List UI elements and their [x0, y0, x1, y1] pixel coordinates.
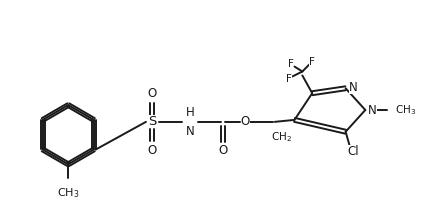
Text: N: N: [368, 103, 377, 117]
Text: O: O: [218, 144, 227, 157]
Text: CH$_2$: CH$_2$: [271, 130, 292, 143]
Text: CH$_3$: CH$_3$: [57, 186, 79, 200]
Text: F: F: [288, 59, 293, 69]
Text: O: O: [241, 115, 250, 128]
Text: F: F: [309, 57, 315, 67]
Text: N: N: [349, 81, 357, 94]
Text: S: S: [148, 115, 156, 128]
Text: O: O: [147, 87, 157, 100]
Text: CH$_3$: CH$_3$: [395, 103, 416, 117]
Text: O: O: [147, 144, 157, 157]
Text: H: H: [186, 106, 195, 119]
Text: Cl: Cl: [348, 145, 359, 158]
Text: F: F: [286, 74, 292, 84]
Text: N: N: [186, 125, 195, 138]
